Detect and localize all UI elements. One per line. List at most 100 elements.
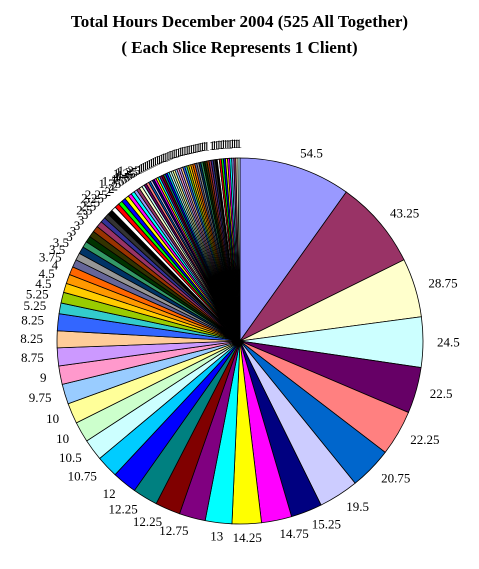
slice-label: 1 bbox=[233, 136, 240, 151]
slice-label: 28.75 bbox=[428, 276, 457, 291]
slice-label: 10 bbox=[46, 411, 59, 426]
slice-label: 1 bbox=[167, 148, 174, 163]
slice-label: 1 bbox=[169, 147, 176, 162]
slice-label: 5.25 bbox=[23, 298, 46, 313]
slice-label: 1 bbox=[236, 136, 243, 151]
slice-label: 1 bbox=[148, 156, 155, 171]
slice-label: 1 bbox=[188, 141, 195, 156]
slice-label: 1 bbox=[220, 137, 227, 152]
slice-label: 1 bbox=[156, 152, 163, 167]
slice-label: 13 bbox=[210, 529, 223, 544]
slice-label: 2 bbox=[108, 181, 115, 196]
slice-label: 9.75 bbox=[29, 390, 52, 405]
slice-label: 1 bbox=[144, 158, 151, 173]
slice-label: 1 bbox=[192, 140, 199, 155]
slice-label: 1 bbox=[184, 142, 191, 157]
slice-label: 1 bbox=[224, 136, 231, 151]
slice-label: 1 bbox=[154, 153, 161, 168]
slice-label: 12.25 bbox=[109, 501, 138, 516]
slice-label: 1 bbox=[213, 137, 220, 152]
slice-label: 1 bbox=[165, 149, 172, 164]
slice-label: 14.25 bbox=[233, 530, 262, 545]
slice-label: 14.75 bbox=[280, 526, 309, 541]
slice-label: 1.25 bbox=[118, 163, 141, 178]
slice-label: 1 bbox=[138, 161, 145, 176]
slice-label: 1.5 bbox=[114, 169, 130, 184]
slice-label: 3 bbox=[78, 212, 85, 227]
slice-label: 10 bbox=[56, 431, 69, 446]
slice-label: 1 bbox=[197, 140, 204, 155]
slice-label: 15.25 bbox=[312, 517, 341, 532]
slice-label: 3 bbox=[70, 223, 77, 238]
slice-label: 1 bbox=[186, 142, 193, 157]
slice-label: 1 bbox=[195, 140, 202, 155]
slice-label: 4.5 bbox=[35, 276, 51, 291]
slice-label: 1 bbox=[152, 154, 159, 169]
slice-label: 1.75 bbox=[102, 173, 125, 188]
slice-label: 1 bbox=[209, 138, 216, 153]
slice-label: 1 bbox=[136, 162, 143, 177]
slice-label: 2.5 bbox=[80, 198, 96, 213]
slice-label: 12.25 bbox=[133, 514, 162, 529]
slice-label: 10.75 bbox=[68, 468, 97, 483]
slice-label: 2.25 bbox=[81, 191, 104, 206]
slice-label: 1 bbox=[177, 144, 184, 159]
slice-label: 3.5 bbox=[49, 242, 65, 257]
slice-label: 1 bbox=[216, 137, 223, 152]
chart-subtitle: ( Each Slice Represents 1 Client) bbox=[121, 38, 358, 57]
slice-label: 1 bbox=[158, 151, 165, 166]
slice-label: 4 bbox=[52, 257, 59, 272]
slice-label: 2 bbox=[105, 184, 112, 199]
slice-label: 20.75 bbox=[381, 471, 410, 486]
slice-label: 1 bbox=[231, 136, 238, 151]
slice-label: 8.25 bbox=[21, 313, 44, 328]
slice-label: 1 bbox=[140, 160, 147, 175]
slice-label: 1 bbox=[229, 136, 236, 151]
slice-label: 1 bbox=[146, 157, 153, 172]
slice-label: 8.25 bbox=[20, 331, 43, 346]
slice-label: 1 bbox=[203, 138, 210, 153]
slice-label: 22.5 bbox=[430, 386, 453, 401]
slice-label: 1 bbox=[173, 146, 180, 161]
slice-label: 9 bbox=[40, 370, 47, 385]
slice-label: 1 bbox=[182, 143, 189, 158]
slice-label: 1 bbox=[211, 138, 218, 153]
slice-label: 3 bbox=[82, 207, 89, 222]
slice-label: 2.5 bbox=[76, 203, 92, 218]
slice-label: 1 bbox=[190, 141, 197, 156]
slice-label: 8.75 bbox=[21, 350, 44, 365]
slice-label: 12.75 bbox=[159, 523, 188, 538]
slice-label: 3.75 bbox=[39, 249, 62, 264]
slice-label: 4.5 bbox=[38, 266, 54, 281]
slice-label: 1.25 bbox=[113, 166, 136, 181]
slice-label: 1.5 bbox=[111, 171, 127, 186]
slice-label: 19.5 bbox=[346, 499, 369, 514]
slice-label: 1 bbox=[227, 136, 234, 151]
slice-label: 1.75 bbox=[99, 176, 122, 191]
slice-label: 43.25 bbox=[390, 205, 419, 220]
slice-label: 22.25 bbox=[410, 432, 439, 447]
pie-slices bbox=[56, 157, 424, 525]
slice-label: 2.25 bbox=[85, 187, 108, 202]
slice-label: 1 bbox=[199, 139, 206, 154]
slice-labels: 54.543.2528.7524.522.522.2520.7519.515.2… bbox=[20, 136, 460, 545]
slice-label: 1 bbox=[171, 146, 178, 161]
slice-label: 1 bbox=[150, 155, 157, 170]
slice-label: 3 bbox=[66, 229, 73, 244]
slice-label: 54.5 bbox=[300, 145, 323, 160]
slice-label: 1.25 bbox=[115, 165, 138, 180]
slice-label: 1 bbox=[142, 159, 149, 174]
slice-label: 1.5 bbox=[117, 168, 133, 183]
chart-title: Total Hours December 2004 (525 All Toget… bbox=[70, 12, 409, 31]
slice-label: 2.5 bbox=[84, 194, 100, 209]
slice-label: 12 bbox=[103, 486, 116, 501]
slice-label: 3 bbox=[74, 218, 81, 233]
slice-label: 1 bbox=[218, 137, 225, 152]
pie-slice bbox=[237, 157, 241, 342]
slice-label: 10.5 bbox=[59, 450, 82, 465]
slice-label: 1 bbox=[222, 137, 229, 152]
slice-label: 3.5 bbox=[53, 235, 69, 250]
slice-label: 24.5 bbox=[437, 334, 460, 349]
slice-label: 1 bbox=[175, 145, 182, 160]
